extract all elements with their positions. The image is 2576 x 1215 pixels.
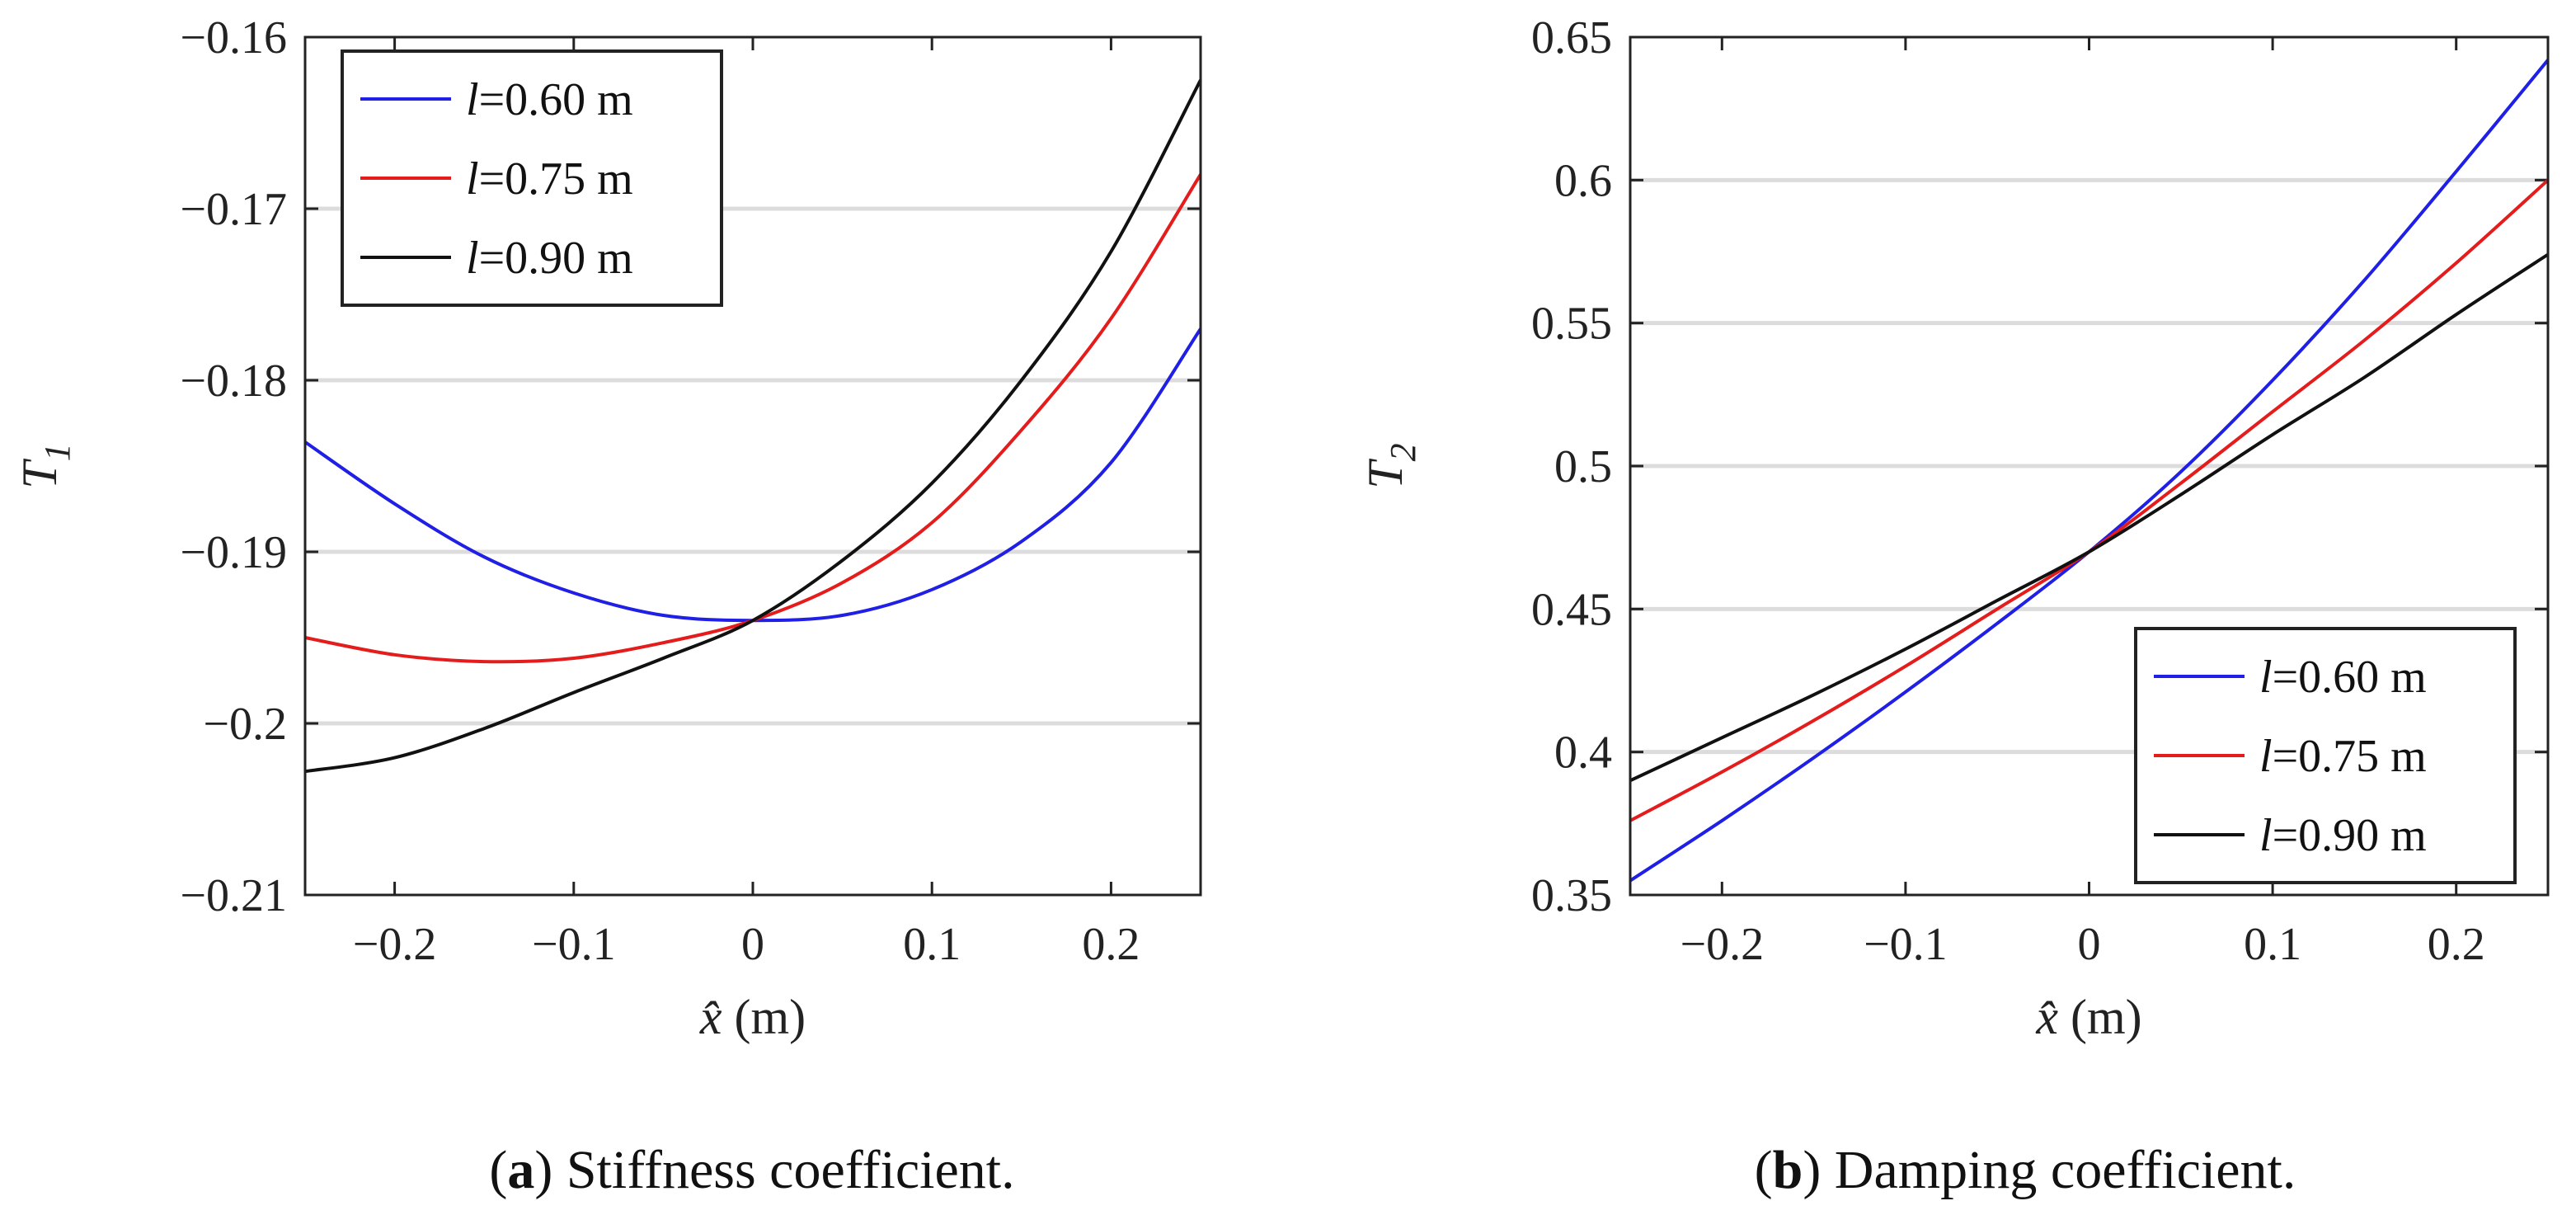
ytick-label-a-3: −0.18 bbox=[180, 356, 287, 407]
legend-label-b-1: l=0.75 m bbox=[2259, 731, 2427, 782]
ytick-label-b-4: 0.55 bbox=[1531, 299, 1612, 350]
legend-label-var-a-1: l bbox=[466, 153, 479, 205]
legend-label-b-0: l=0.60 m bbox=[2259, 652, 2427, 703]
xtick-label-a-4: 0.2 bbox=[1082, 919, 1140, 970]
caption-a-text: Stiffness coefficient. bbox=[566, 1140, 1015, 1200]
legend-label-rest-a-2: =0.90 m bbox=[479, 233, 633, 284]
series-line-b-0 bbox=[1629, 59, 2550, 883]
legend-label-rest-a-1: =0.75 m bbox=[479, 153, 633, 205]
ytick-label-a-4: −0.17 bbox=[180, 184, 287, 235]
series-line-a-2 bbox=[304, 79, 1202, 774]
panel-b-damping-chart: 0.35 0.4 0.45 0.5 0.55 0.6 0.65 −0.2 −0.1 0 0.1 0.2… bbox=[1358, 12, 2550, 1044]
legend-label-b-2: l=0.90 m bbox=[2259, 810, 2427, 861]
axes-frame-b bbox=[1629, 35, 2550, 897]
y-axis-label-a: T1 bbox=[12, 443, 78, 488]
legend-label-a-1: l=0.75 m bbox=[466, 153, 633, 205]
ytick-label-b-2: 0.45 bbox=[1531, 584, 1612, 635]
y-axis-label-var-a: T bbox=[12, 459, 67, 489]
ytick-label-b-5: 0.6 bbox=[1554, 155, 1612, 206]
caption-a: (a) Stiffness coefficient. bbox=[489, 1140, 1014, 1200]
legend-label-var-b-0: l bbox=[2259, 652, 2273, 703]
series-line-a-0 bbox=[303, 327, 1202, 623]
ytick-label-a-0: −0.21 bbox=[180, 870, 287, 921]
legend-label-a-2: l=0.90 m bbox=[466, 233, 633, 284]
xtick-label-b-1: −0.1 bbox=[1864, 919, 1948, 970]
x-axis-label-var-a: x̂ bbox=[699, 990, 722, 1044]
xtick-label-b-4: 0.2 bbox=[2428, 919, 2485, 970]
ytick-label-a-5: −0.16 bbox=[180, 12, 287, 64]
xtick-label-a-0: −0.2 bbox=[353, 919, 437, 970]
x-axis-label-unit-a: (m) bbox=[722, 990, 806, 1044]
xtick-label-b-3: 0.1 bbox=[2244, 919, 2301, 970]
y-axis-label-sub-a: 1 bbox=[37, 443, 78, 461]
legend-a: l=0.60 ml=0.75 ml=0.90 m bbox=[341, 49, 723, 307]
axes-frame-a bbox=[303, 35, 1202, 897]
xtick-label-b-2: 0 bbox=[2078, 919, 2101, 970]
caption-b-text: Damping coefficient. bbox=[1835, 1140, 2296, 1200]
xtick-label-b-0: −0.2 bbox=[1681, 919, 1765, 970]
ytick-label-a-1: −0.2 bbox=[203, 699, 287, 750]
legend-label-var-b-1: l bbox=[2259, 731, 2273, 782]
legend-b: l=0.60 ml=0.75 ml=0.90 m bbox=[2134, 627, 2517, 884]
x-axis-label-unit-b: (m) bbox=[2058, 990, 2142, 1044]
legend-label-rest-a-0: =0.60 m bbox=[479, 74, 633, 125]
ytick-label-b-6: 0.65 bbox=[1531, 12, 1612, 64]
y-axis-label-b: T2 bbox=[1358, 443, 1423, 488]
caption-b: (b) Damping coefficient. bbox=[1755, 1140, 2296, 1200]
y-axis-label-sub-b: 2 bbox=[1383, 443, 1423, 461]
caption-b-label: b bbox=[1773, 1140, 1803, 1200]
x-axis-label-b: x̂ (m) bbox=[2035, 990, 2141, 1044]
series-line-b-2 bbox=[1629, 252, 2550, 783]
xtick-label-a-3: 0.1 bbox=[903, 919, 961, 970]
legend-label-rest-b-1: =0.75 m bbox=[2273, 731, 2427, 782]
xtick-label-a-2: 0 bbox=[741, 919, 764, 970]
panel-a-stiffness-chart: −0.21 −0.2 −0.19 −0.18 −0.17 −0.16 −0.2 −0.1 0 0.… bbox=[12, 12, 1202, 1044]
ytick-label-a-2: −0.19 bbox=[180, 527, 287, 578]
legend-label-rest-b-2: =0.90 m bbox=[2273, 810, 2427, 861]
ytick-label-b-1: 0.4 bbox=[1554, 728, 1612, 779]
legend-label-var-a-0: l bbox=[466, 74, 479, 125]
x-axis-label-a: x̂ (m) bbox=[699, 990, 806, 1044]
legend-label-rest-b-0: =0.60 m bbox=[2273, 652, 2427, 703]
xtick-label-a-1: −0.1 bbox=[532, 919, 616, 970]
y-axis-label-var-b: T bbox=[1358, 459, 1413, 489]
ytick-label-b-0: 0.35 bbox=[1531, 870, 1612, 921]
legend-label-var-a-2: l bbox=[466, 233, 479, 284]
ytick-label-b-3: 0.5 bbox=[1554, 441, 1612, 492]
legend-label-var-b-2: l bbox=[2259, 810, 2273, 861]
legend-label-a-0: l=0.60 m bbox=[466, 74, 633, 125]
series-line-a-1 bbox=[304, 173, 1202, 664]
x-axis-label-var-b: x̂ bbox=[2035, 990, 2058, 1044]
caption-a-label: a bbox=[507, 1140, 534, 1200]
